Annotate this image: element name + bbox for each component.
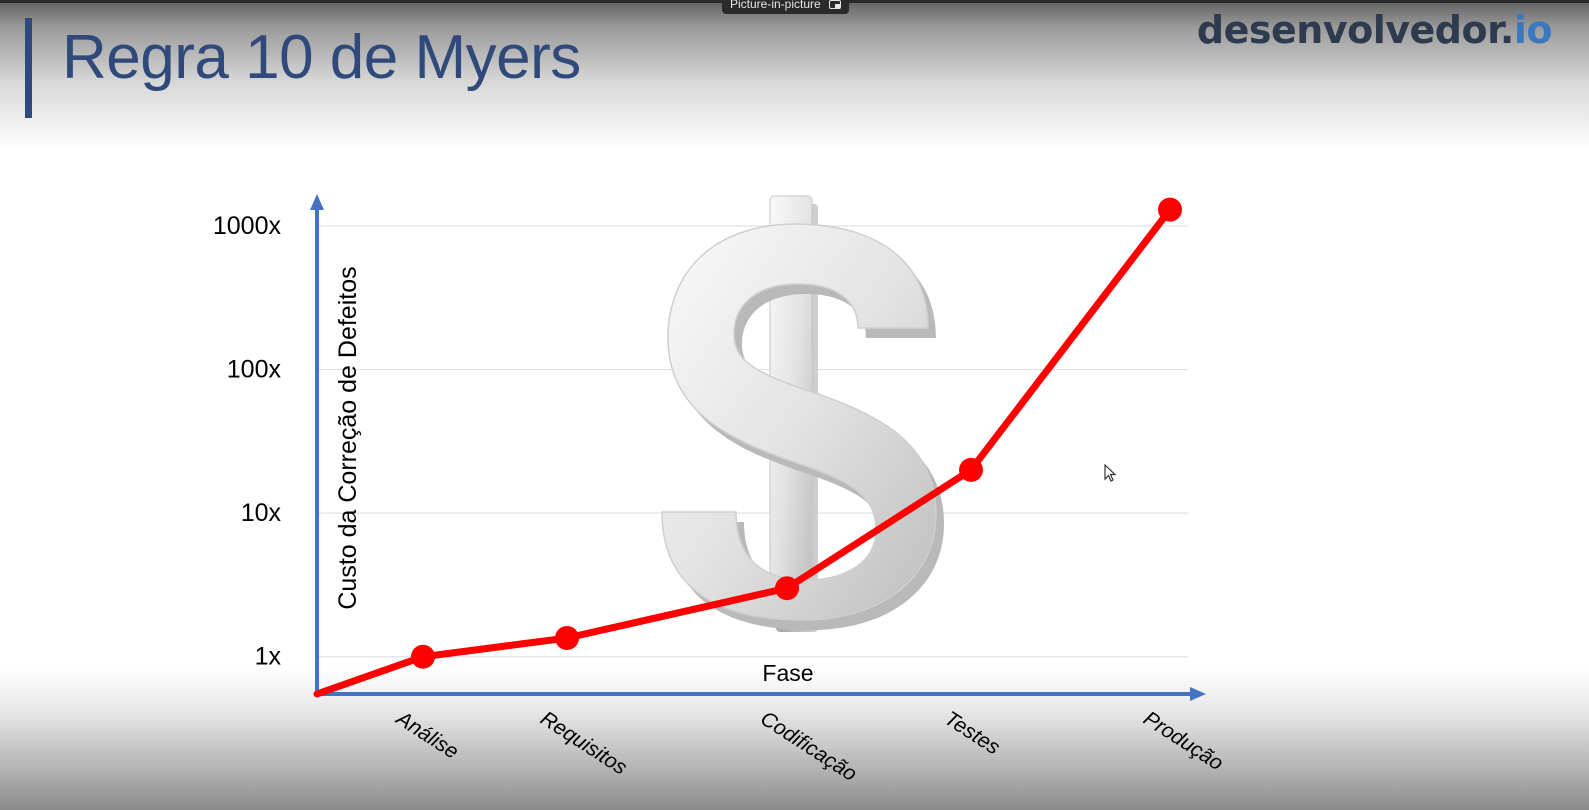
- axes: [310, 194, 1206, 701]
- slide-title: Regra 10 de Myers: [62, 23, 581, 92]
- footer-gradient: [0, 668, 1589, 810]
- y-tick-label: 100x: [227, 356, 282, 384]
- pip-label-text: Picture-in-picture: [730, 0, 821, 11]
- title-accent-bar: [25, 18, 32, 118]
- x-tick-label: Análise: [391, 706, 463, 764]
- data-point-Requisitos: [555, 626, 579, 651]
- y-axis-arrow: [310, 194, 324, 210]
- data-point-Produção: [1158, 197, 1182, 222]
- y-tick-labels: 1x 10x 100x 1000x: [213, 212, 282, 671]
- brand-main: desenvolvedor.: [1196, 8, 1514, 52]
- header-gradient: [0, 0, 1589, 150]
- dollar-sign-icon: [661, 195, 944, 632]
- y-tick-label: 1000x: [213, 212, 282, 240]
- data-point-Codificação: [775, 576, 799, 601]
- x-tick-label: Testes: [940, 707, 1004, 760]
- x-tick-label: Requisitos: [536, 707, 631, 780]
- series-layer: [313, 197, 1182, 698]
- y-axis-label: Custo da Correção de Defeitos: [334, 266, 362, 609]
- x-tick-label: Codificação: [756, 707, 861, 786]
- x-tick-label: Produção: [1139, 707, 1227, 775]
- x-tick-labels: Análise Requisitos Codificação Testes Produç…: [391, 706, 1228, 786]
- y-tick-label: 1x: [255, 643, 282, 671]
- data-point-Análise: [411, 644, 435, 669]
- x-axis-arrow: [1190, 687, 1206, 701]
- picture-in-picture-icon: [828, 0, 841, 9]
- series-line: [313, 206, 1174, 698]
- x-axis-label: Fase: [762, 660, 813, 686]
- mouse-cursor-icon: [1104, 464, 1117, 482]
- brand-logo: desenvolvedor.io: [1196, 8, 1553, 52]
- data-point-Testes: [959, 457, 983, 482]
- brand-suffix: io: [1513, 8, 1553, 52]
- picture-in-picture-button[interactable]: Picture-in-picture: [722, 0, 849, 14]
- y-tick-label: 10x: [241, 499, 282, 527]
